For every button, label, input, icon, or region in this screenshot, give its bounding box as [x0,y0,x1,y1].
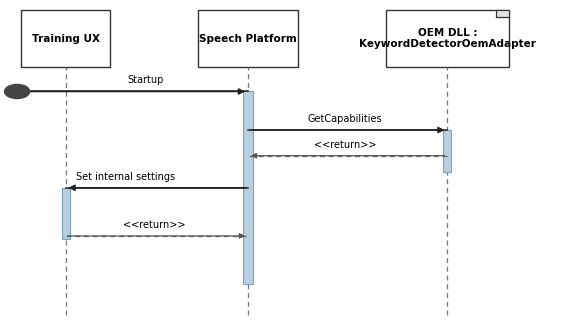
Circle shape [5,84,30,99]
Text: <<return>>: <<return>> [123,221,185,230]
Text: GetCapabilities: GetCapabilities [308,114,382,124]
Bar [496,11,508,18]
Bar [62,188,70,239]
Text: OEM DLL :
KeywordDetectorOemAdapter: OEM DLL : KeywordDetectorOemAdapter [359,28,536,49]
Text: Set internal settings: Set internal settings [76,172,175,182]
Text: <<return>>: <<return>> [314,140,376,150]
Bar [443,130,451,172]
Text: Training UX: Training UX [31,33,100,44]
Text: Speech Platform: Speech Platform [199,33,297,44]
Bar [386,11,509,67]
Bar [243,91,253,284]
Bar [22,11,109,67]
Bar [198,11,298,67]
Text: Startup: Startup [127,75,164,85]
